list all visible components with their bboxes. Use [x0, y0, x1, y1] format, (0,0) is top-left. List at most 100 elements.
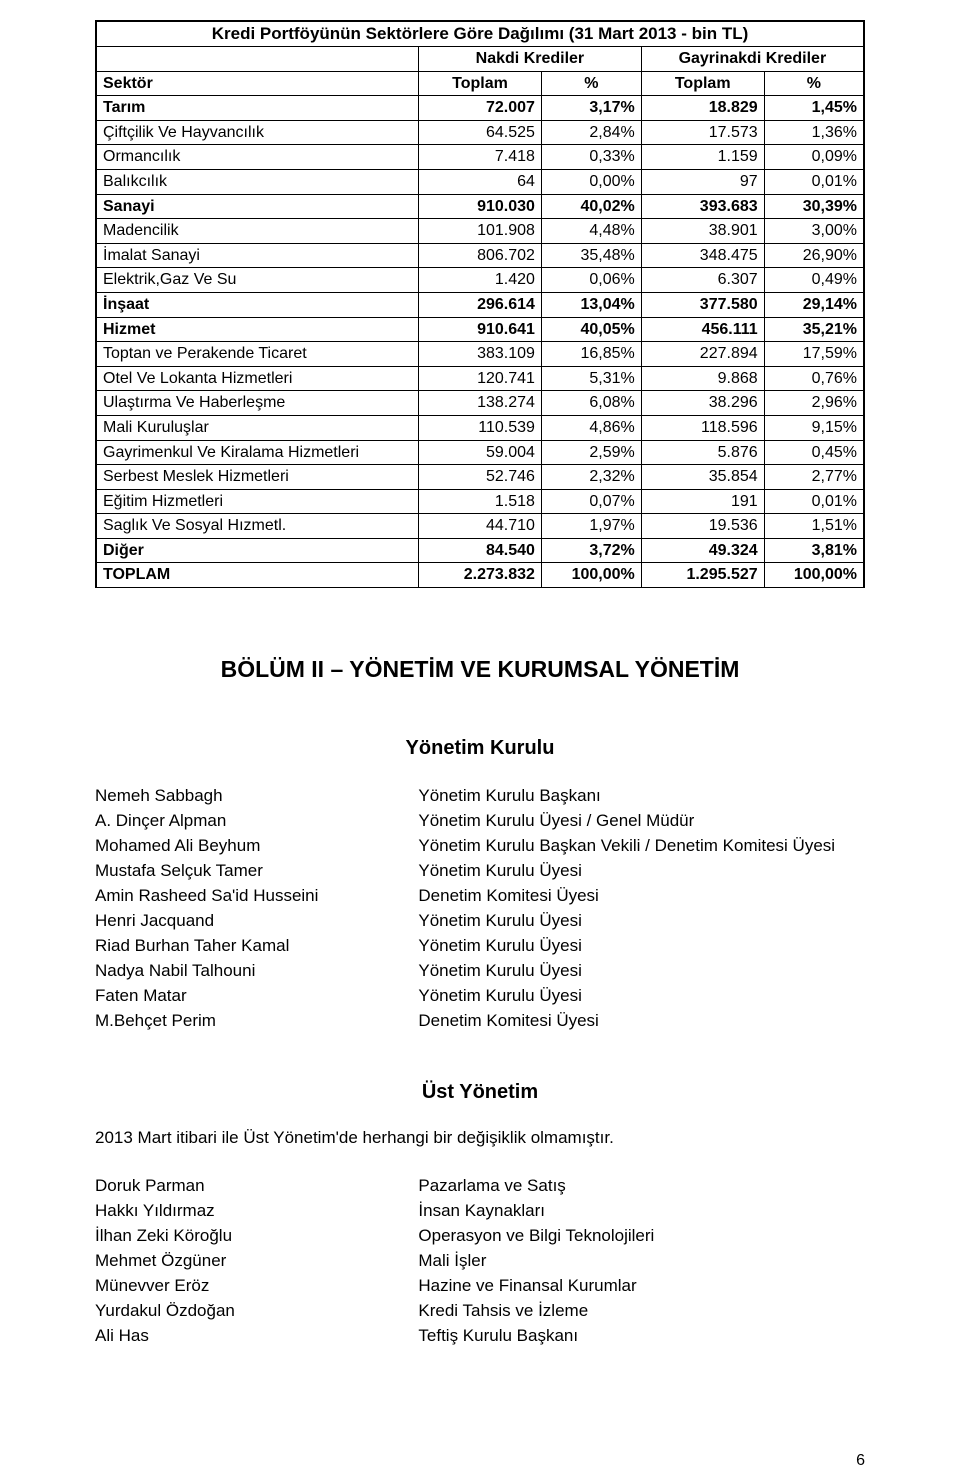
- person-role: Yönetim Kurulu Üyesi / Genel Müdür: [418, 809, 865, 834]
- person-name: Henri Jacquand: [95, 909, 418, 934]
- person-row: Hakkı Yıldırmazİnsan Kaynakları: [95, 1199, 865, 1224]
- cell-value: 35.854: [641, 465, 764, 490]
- table-title: Kredi Portföyünün Sektörlere Göre Dağılı…: [95, 20, 865, 46]
- person-name: Riad Burhan Taher Kamal: [95, 934, 418, 959]
- person-role: Yönetim Kurulu Üyesi: [418, 934, 865, 959]
- cell-sector: Balıkcılık: [96, 169, 419, 194]
- section3-title: Üst Yönetim: [95, 1081, 865, 1104]
- section3-note: 2013 Mart itibari ile Üst Yönetim'de her…: [95, 1128, 865, 1148]
- person-row: Münevver ErözHazine ve Finansal Kurumlar: [95, 1274, 865, 1299]
- person-name: Doruk Parman: [95, 1174, 418, 1199]
- person-role: Mali İşler: [418, 1249, 865, 1274]
- empty-header: [96, 47, 419, 72]
- table-row: TOPLAM2.273.832100,00%1.295.527100,00%: [96, 563, 864, 588]
- cell-value: 44.710: [419, 514, 542, 539]
- table-row: Çiftçilik Ve Hayvancılık64.5252,84%17.57…: [96, 120, 864, 145]
- table-row: Elektrik,Gaz Ve Su1.4200,06%6.3070,49%: [96, 268, 864, 293]
- cell-value: 910.030: [419, 194, 542, 219]
- section2-title: BÖLÜM II – YÖNETİM VE KURUMSAL YÖNETİM: [95, 656, 865, 683]
- person-name: Mehmet Özgüner: [95, 1249, 418, 1274]
- cell-value: 2,77%: [764, 465, 864, 490]
- cell-value: 100,00%: [541, 563, 641, 588]
- cell-value: 0,07%: [541, 489, 641, 514]
- col-header-toplam1: Toplam: [419, 71, 542, 96]
- table-row: Toptan ve Perakende Ticaret383.10916,85%…: [96, 342, 864, 367]
- credit-distribution-table: Nakdi Krediler Gayrinakdi Krediler Sektö…: [95, 46, 865, 588]
- table-row: Saglık Ve Sosyal Hızmetl.44.7101,97%19.5…: [96, 514, 864, 539]
- person-name: Münevver Eröz: [95, 1274, 418, 1299]
- cell-value: 118.596: [641, 415, 764, 440]
- cell-value: 35,21%: [764, 317, 864, 342]
- cell-value: 1,36%: [764, 120, 864, 145]
- cell-sector: Serbest Meslek Hizmetleri: [96, 465, 419, 490]
- table-row: Serbest Meslek Hizmetleri52.7462,32%35.8…: [96, 465, 864, 490]
- cell-value: 18.829: [641, 96, 764, 121]
- cell-value: 2,96%: [764, 391, 864, 416]
- person-row: İlhan Zeki KöroğluOperasyon ve Bilgi Tek…: [95, 1224, 865, 1249]
- cell-value: 16,85%: [541, 342, 641, 367]
- cell-value: 227.894: [641, 342, 764, 367]
- cell-sector: Madencilik: [96, 219, 419, 244]
- cell-value: 38.901: [641, 219, 764, 244]
- cell-sector: Mali Kuruluşlar: [96, 415, 419, 440]
- person-role: İnsan Kaynakları: [418, 1199, 865, 1224]
- cell-sector: Elektrik,Gaz Ve Su: [96, 268, 419, 293]
- person-role: Hazine ve Finansal Kurumlar: [418, 1274, 865, 1299]
- cell-value: 40,02%: [541, 194, 641, 219]
- person-role: Yönetim Kurulu Başkanı: [418, 784, 865, 809]
- person-name: Nadya Nabil Talhouni: [95, 959, 418, 984]
- cell-value: 393.683: [641, 194, 764, 219]
- cell-sector: Ormancılık: [96, 145, 419, 170]
- cell-value: 0,33%: [541, 145, 641, 170]
- col-header-sector: Sektör: [96, 71, 419, 96]
- cell-value: 13,04%: [541, 292, 641, 317]
- cell-sector: Çiftçilik Ve Hayvancılık: [96, 120, 419, 145]
- cell-value: 2,32%: [541, 465, 641, 490]
- cell-value: 30,39%: [764, 194, 864, 219]
- person-name: Yurdakul Özdoğan: [95, 1299, 418, 1324]
- person-name: Hakkı Yıldırmaz: [95, 1199, 418, 1224]
- cell-value: 101.908: [419, 219, 542, 244]
- table-row: Diğer84.5403,72%49.3243,81%: [96, 538, 864, 563]
- cell-value: 17.573: [641, 120, 764, 145]
- col-header-pct1: %: [541, 71, 641, 96]
- cell-sector: Diğer: [96, 538, 419, 563]
- cell-value: 17,59%: [764, 342, 864, 367]
- cell-value: 97: [641, 169, 764, 194]
- cell-value: 6.307: [641, 268, 764, 293]
- cell-value: 0,01%: [764, 489, 864, 514]
- cell-sector: Eğitim Hizmetleri: [96, 489, 419, 514]
- cell-sector: Ulaştırma Ve Haberleşme: [96, 391, 419, 416]
- cell-value: 1.295.527: [641, 563, 764, 588]
- cell-value: 377.580: [641, 292, 764, 317]
- person-role: Yönetim Kurulu Üyesi: [418, 984, 865, 1009]
- person-row: Doruk ParmanPazarlama ve Satış: [95, 1174, 865, 1199]
- table-row: Sanayi910.03040,02%393.68330,39%: [96, 194, 864, 219]
- cell-value: 296.614: [419, 292, 542, 317]
- section2-subtitle: Yönetim Kurulu: [95, 737, 865, 760]
- cell-value: 38.296: [641, 391, 764, 416]
- table-row: Balıkcılık640,00%970,01%: [96, 169, 864, 194]
- group-header-gayrinakdi: Gayrinakdi Krediler: [641, 47, 864, 72]
- cell-value: 4,86%: [541, 415, 641, 440]
- cell-value: 2,84%: [541, 120, 641, 145]
- cell-value: 2,59%: [541, 440, 641, 465]
- cell-value: 3,17%: [541, 96, 641, 121]
- cell-value: 2.273.832: [419, 563, 542, 588]
- cell-sector: Toptan ve Perakende Ticaret: [96, 342, 419, 367]
- table-row: İmalat Sanayi806.70235,48%348.47526,90%: [96, 243, 864, 268]
- person-role: Operasyon ve Bilgi Teknolojileri: [418, 1224, 865, 1249]
- person-role: Kredi Tahsis ve İzleme: [418, 1299, 865, 1324]
- cell-value: 120.741: [419, 366, 542, 391]
- cell-value: 52.746: [419, 465, 542, 490]
- table-row: Ulaştırma Ve Haberleşme138.2746,08%38.29…: [96, 391, 864, 416]
- cell-value: 0,45%: [764, 440, 864, 465]
- person-row: Yurdakul ÖzdoğanKredi Tahsis ve İzleme: [95, 1299, 865, 1324]
- cell-value: 910.641: [419, 317, 542, 342]
- cell-sector: Sanayi: [96, 194, 419, 219]
- table-row: İnşaat296.61413,04%377.58029,14%: [96, 292, 864, 317]
- cell-value: 40,05%: [541, 317, 641, 342]
- cell-value: 100,00%: [764, 563, 864, 588]
- table-row: Otel Ve Lokanta Hizmetleri120.7415,31%9.…: [96, 366, 864, 391]
- cell-value: 0,06%: [541, 268, 641, 293]
